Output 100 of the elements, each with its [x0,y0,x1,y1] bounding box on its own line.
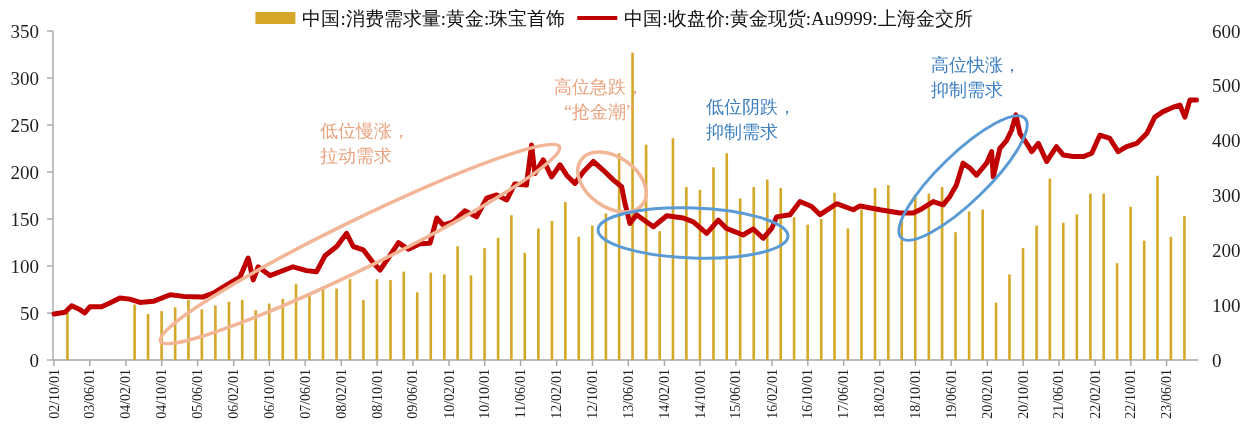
x-tick-label: 22/10/01 [1123,369,1139,419]
x-tick-label: 04/02/01 [118,369,134,419]
bar [577,236,581,360]
bar [415,292,419,360]
bar [214,305,217,360]
bar [833,192,836,360]
bar [254,310,257,360]
y2-tick-label: 600 [1212,20,1241,42]
bar [631,52,634,360]
x-tick-label: 22/02/01 [1087,369,1103,419]
x-tick-label: 04/10/01 [154,369,170,419]
y-tick-label: 350 [10,20,39,42]
bar [133,304,136,360]
bar [537,228,540,360]
x-tick-label: 15/06/01 [728,369,744,419]
y2-tick-label: 200 [1212,239,1241,261]
bar [712,167,715,360]
x-tick-label: 19/06/01 [943,369,959,419]
x-tick-label: 14/02/01 [656,369,672,419]
x-tick-label: 12/02/01 [549,369,565,419]
bar [362,299,365,360]
y2-tick-label: 0 [1212,349,1222,371]
bar [402,271,406,360]
bar [860,209,863,360]
bar [456,246,459,360]
y-tick-label: 0 [29,349,39,371]
bar [685,187,688,360]
y2-tick-label: 300 [1212,185,1241,206]
x-tick-label: 10/02/01 [441,369,457,419]
bar [591,225,594,360]
bar [658,231,661,360]
bar [725,153,729,360]
bar [1089,193,1092,360]
bar [281,298,285,360]
x-tick-label: 16/02/01 [764,369,780,419]
bar [267,303,271,360]
x-tick-label: 03/06/01 [82,369,98,419]
x-tick-label: 08/02/01 [333,369,349,419]
y-tick-label: 200 [10,161,39,183]
x-tick-label: 10/10/01 [477,369,493,419]
bar [1183,216,1186,360]
y2-tick-label: 100 [1212,294,1241,316]
bar [819,219,823,360]
annotation: 低位慢涨，拉动需求 [320,121,410,166]
legend-label: 中国:收盘价:黄金现货:Au9999:上海金交所 [624,7,973,29]
bar [900,219,904,360]
bar [1156,175,1159,360]
x-tick-label: 20/02/01 [979,369,995,419]
bar [765,179,769,360]
bar [308,294,311,360]
bar [240,299,244,360]
y-tick-label: 100 [10,255,39,277]
y2-tick-label: 500 [1212,75,1241,97]
y-tick-label: 250 [10,114,39,136]
annotation: 高位急跌，“抢金潮” [554,77,644,122]
bar [1129,206,1132,360]
bar [981,209,984,360]
y-tick-label: 300 [10,67,39,89]
x-tick-label: 16/10/01 [800,369,816,419]
bar [1102,193,1105,360]
bar [1061,222,1065,360]
bar [752,187,756,360]
y-tick-label: 50 [20,302,39,324]
legend-label: 中国:消费需求量:黄金:珠宝首饰 [302,7,566,29]
x-tick-label: 02/10/01 [46,369,62,419]
bar [806,224,809,360]
bar [335,288,338,360]
x-tick-label: 18/10/01 [907,369,923,419]
bar [1035,225,1038,360]
x-tick-label: 05/06/01 [190,369,206,419]
bar [564,202,567,360]
x-tick-label: 11/06/01 [513,369,529,419]
x-tick-label: 08/10/01 [369,369,385,419]
y2-tick-label: 400 [1212,130,1241,152]
bar [66,313,69,360]
x-tick-label: 18/02/01 [872,369,888,419]
x-tick-label: 17/06/01 [836,369,852,419]
x-tick-label: 20/10/01 [1015,369,1031,419]
bar [443,274,446,360]
bar [913,194,917,360]
y-tick-label: 150 [10,208,39,230]
bar [887,185,890,360]
bar [954,232,957,360]
bar [779,187,782,360]
x-tick-label: 06/02/01 [226,369,242,419]
x-tick-label: 23/06/01 [1159,369,1175,419]
x-tick-label: 06/10/01 [261,369,277,419]
bar [1008,274,1011,360]
x-tick-label: 13/06/01 [620,369,636,419]
bar [483,248,486,360]
annotation: 低位阴跌，抑制需求 [706,97,796,142]
x-tick-label: 07/06/01 [297,369,313,419]
bar [429,272,433,360]
annotation: 高位快涨，抑制需求 [931,55,1021,100]
x-tick-label: 09/06/01 [405,369,421,419]
x-tick-label: 12/10/01 [584,369,600,419]
x-tick-label: 14/10/01 [692,369,708,419]
x-tick-label: 21/06/01 [1051,369,1067,419]
bar [389,280,392,360]
bar [510,215,513,360]
